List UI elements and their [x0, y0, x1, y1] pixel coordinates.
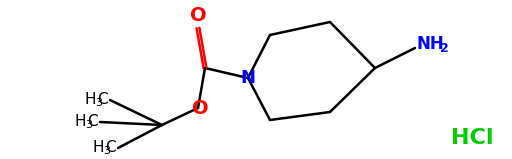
Text: NH: NH: [416, 35, 444, 53]
Text: C: C: [97, 93, 108, 107]
Text: 3: 3: [85, 120, 92, 130]
Text: O: O: [189, 6, 206, 25]
Text: 3: 3: [95, 98, 102, 108]
Text: 2: 2: [440, 41, 449, 55]
Text: 3: 3: [103, 146, 110, 156]
Text: C: C: [88, 114, 98, 129]
Text: N: N: [241, 69, 255, 87]
Text: H: H: [84, 93, 96, 107]
Text: C: C: [105, 141, 116, 156]
Text: HCl: HCl: [451, 128, 493, 148]
Text: H: H: [75, 114, 86, 129]
Text: H: H: [93, 141, 104, 156]
Text: O: O: [191, 98, 208, 118]
